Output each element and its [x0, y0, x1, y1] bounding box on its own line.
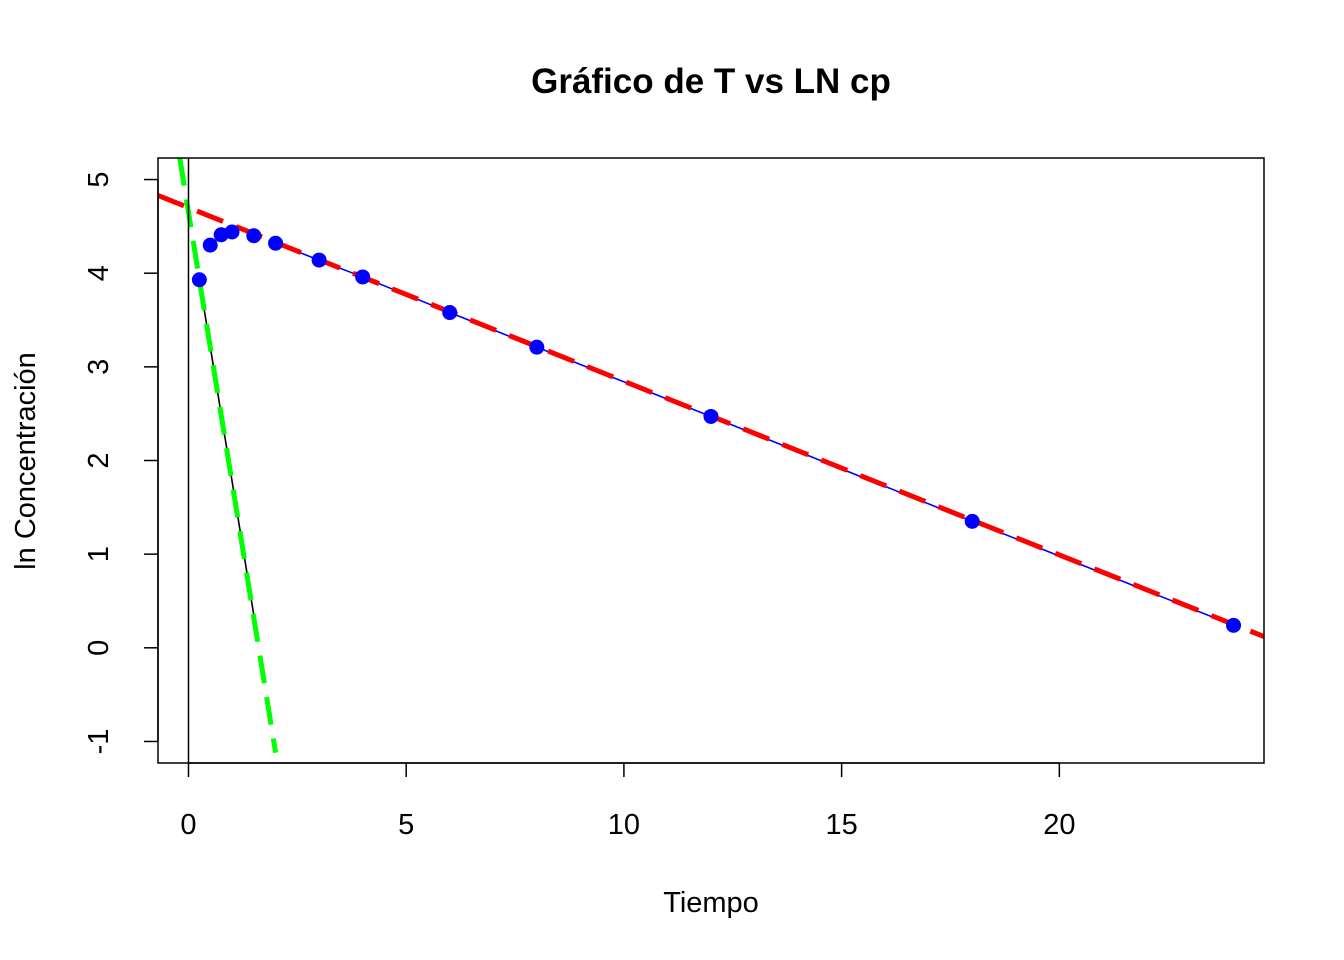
x-tick-label: 10	[608, 809, 640, 841]
y-tick-label: 4	[83, 265, 115, 281]
y-tick-label: 2	[83, 452, 115, 468]
x-tick-label: 20	[1043, 809, 1075, 841]
y-tick-label: 1	[83, 546, 115, 562]
x-tick-label: 0	[180, 809, 196, 841]
chart-title: Gráfico de T vs LN cp	[531, 62, 891, 101]
y-tick-label: -1	[83, 729, 115, 755]
y-tick-label: 0	[83, 640, 115, 656]
y-axis: -1 0 1 2 3 4 5	[83, 171, 159, 755]
data-point-3	[224, 224, 240, 240]
x-tick-label: 5	[398, 809, 414, 841]
x-axis: 0 5 10 15 20	[180, 762, 1075, 841]
data-point-7	[355, 269, 371, 285]
data-point-10	[703, 408, 719, 424]
y-tick-label: 3	[83, 359, 115, 375]
x-tick-label: 15	[825, 809, 857, 841]
series-layer	[158, 158, 1264, 763]
data-point-4	[246, 228, 262, 244]
data-point-8	[442, 305, 458, 321]
data-point-6	[311, 252, 327, 268]
data-point-0	[191, 272, 207, 288]
y-tick-label: 5	[83, 171, 115, 187]
plot-frame	[157, 157, 1265, 764]
x-axis-label: Tiempo	[663, 887, 759, 919]
data-point-9	[529, 339, 545, 355]
y-axis-label: ln Concentración	[10, 352, 42, 570]
data-point-11	[964, 513, 980, 529]
data-point-5	[268, 235, 284, 251]
dashed-fit-line-4	[177, 158, 279, 754]
data-point-1	[202, 237, 218, 253]
data-point-12	[1226, 617, 1242, 633]
